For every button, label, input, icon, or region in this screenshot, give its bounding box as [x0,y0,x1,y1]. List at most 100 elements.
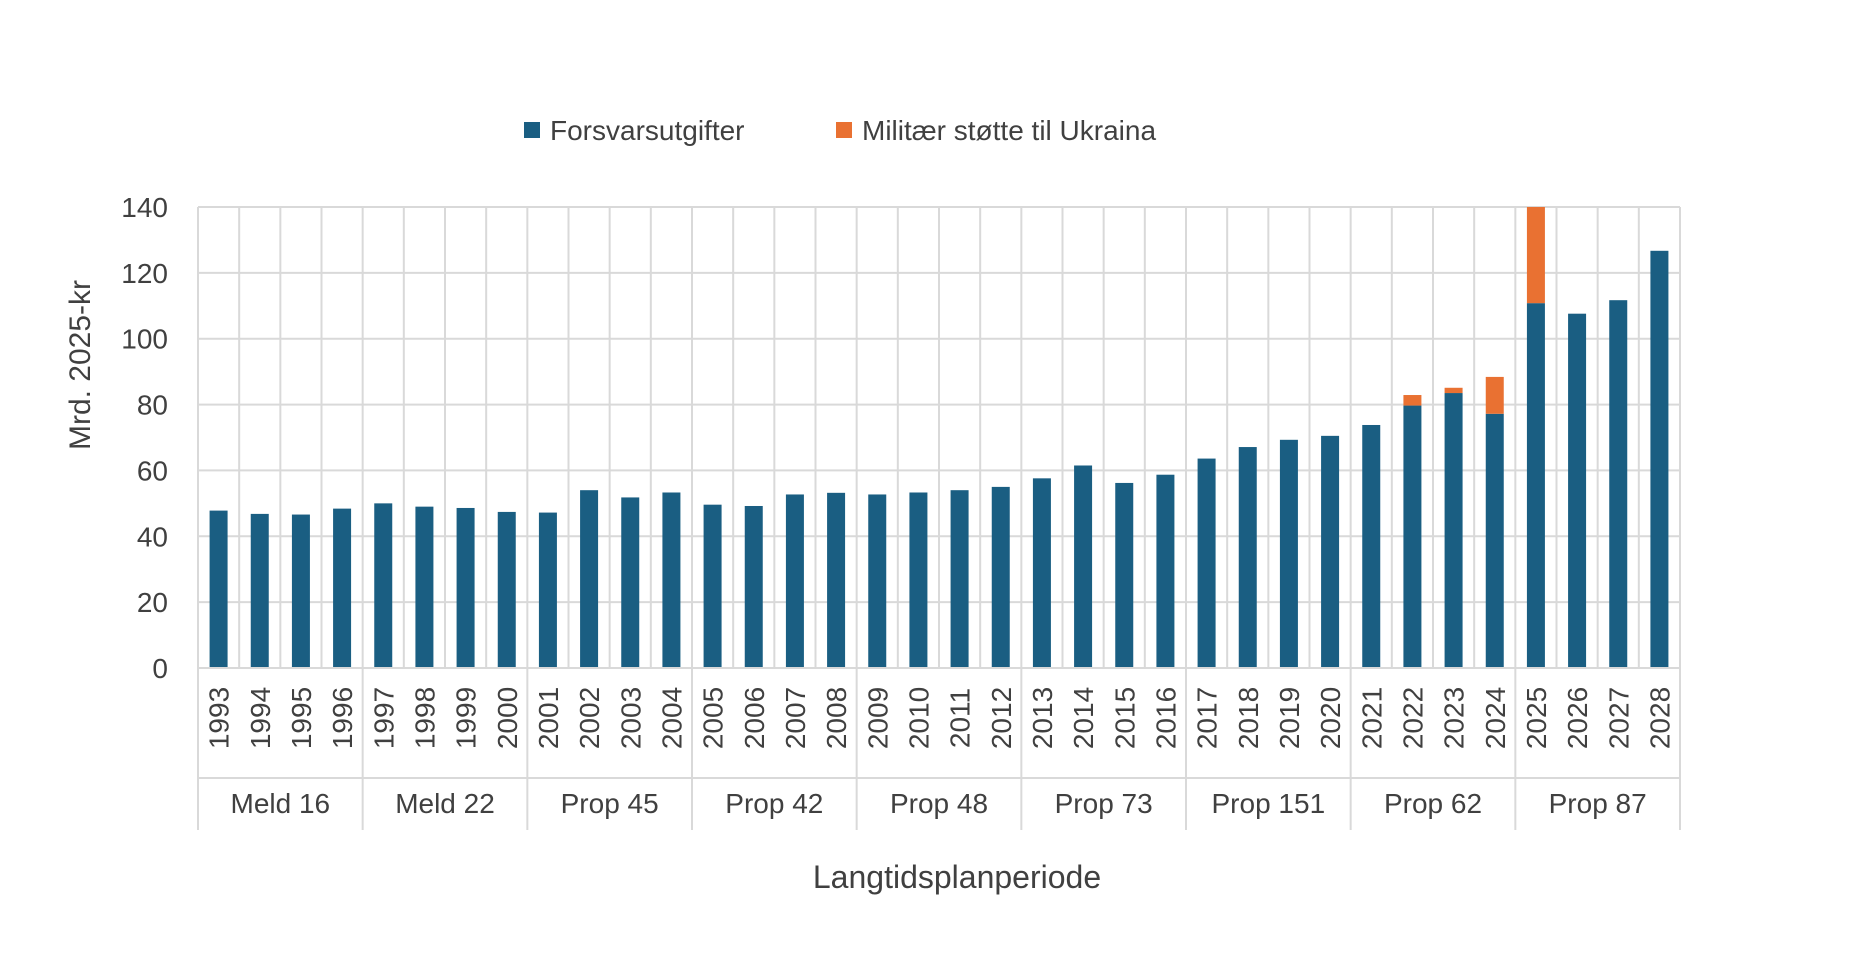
x-tick-label: 2026 [1562,687,1593,749]
bar-forsvarsutgifter [1115,482,1134,668]
bar-forsvarsutgifter [785,494,804,668]
x-tick-label: 2028 [1644,687,1675,749]
x-tick-label: 2004 [656,687,687,749]
y-tick-label: 100 [121,324,168,355]
bar-forsvarsutgifter [909,492,928,668]
group-label: Prop 48 [890,788,988,819]
x-tick-label: 2021 [1356,687,1387,749]
bar-forsvarsutgifter [1197,458,1216,668]
x-tick-label: 2014 [1068,687,1099,749]
legend: Forsvarsutgifter Militær støtte til Ukra… [524,115,1156,146]
bar-forsvarsutgifter [703,504,722,668]
x-tick-label: 1995 [286,687,317,749]
x-tick-label: 1998 [409,687,440,749]
bar-forsvarsutgifter [209,510,228,668]
x-tick-label: 1994 [245,687,276,749]
bar-forsvarsutgifter [1362,424,1381,668]
x-tick-label: 2010 [903,687,934,749]
bar-forsvarsutgifter [1526,303,1545,668]
x-tick-label: 2001 [533,687,564,749]
x-tick-label: 2006 [739,687,770,749]
bar-forsvarsutgifter [1609,300,1628,668]
y-tick-label: 120 [121,258,168,289]
legend-label-ukraina: Militær støtte til Ukraina [862,115,1156,146]
x-tick-label: 2002 [574,687,605,749]
bar-forsvarsutgifter [497,511,516,668]
group-label: Meld 22 [395,788,495,819]
bar-forsvarsutgifter [991,486,1010,668]
x-tick-label: 2019 [1274,687,1305,749]
y-tick-label: 60 [137,455,168,486]
x-tick-label: 1997 [368,687,399,749]
x-tick-label: 2027 [1603,687,1634,749]
bar-forsvarsutgifter [1444,393,1463,668]
bar-forsvarsutgifter [1074,465,1093,668]
group-label: Meld 16 [231,788,331,819]
y-tick-label: 20 [137,587,168,618]
bar-forsvarsutgifter [580,490,599,668]
x-tick-label: 2024 [1480,687,1511,749]
x-tick-label: 1999 [451,687,482,749]
bar-forsvarsutgifter [868,494,887,668]
bar-ukraina [1444,387,1463,394]
x-tick-label: 2011 [945,688,976,748]
x-tick-label: 2007 [780,687,811,749]
grid [197,206,1681,668]
x-tick-label: 2012 [986,687,1017,749]
bar-forsvarsutgifter [456,507,475,668]
x-tick-label: 1993 [204,687,235,749]
bar-ukraina [1526,207,1545,304]
legend-swatch-forsvarsutgifter [524,122,540,138]
bar-forsvarsutgifter [1403,405,1422,668]
bar-forsvarsutgifter [415,506,434,668]
bar-forsvarsutgifter [662,492,681,668]
x-tick-label: 2009 [862,687,893,749]
bar-forsvarsutgifter [744,505,763,668]
legend-label-forsvarsutgifter: Forsvarsutgifter [550,115,745,146]
bar-forsvarsutgifter [333,508,352,668]
bar-forsvarsutgifter [1156,474,1175,668]
bar-forsvarsutgifter [1321,435,1340,668]
x-tick-label: 2016 [1150,687,1181,749]
x-tick-label: 1996 [327,687,358,749]
bar-ukraina [1403,395,1422,406]
x-tick-label: 2025 [1521,687,1552,749]
bar-forsvarsutgifter [1568,313,1587,668]
bar-forsvarsutgifter [291,514,310,668]
x-tick-label: 2022 [1397,687,1428,749]
x-tick-label: 2018 [1233,687,1264,749]
axes: 0 20 40 60 80 100 120 140 1993 1994 1995 1996 1997 19… [121,192,1681,830]
group-label: Prop 87 [1549,788,1647,819]
x-axis-title: Langtidsplanperiode [813,859,1101,895]
x-tick-label: 2003 [615,687,646,749]
bar-forsvarsutgifter [538,512,557,668]
x-tick-label: 2013 [1027,687,1058,749]
bar-forsvarsutgifter [250,513,269,668]
bar-forsvarsutgifter [950,490,969,668]
x-tick-label: 2023 [1439,687,1470,749]
bar-forsvarsutgifter [1279,439,1298,668]
bar-ukraina [1485,376,1504,414]
bar-forsvarsutgifter [1238,447,1257,668]
bar-forsvarsutgifter [374,503,393,668]
bar-forsvarsutgifter [1650,250,1669,669]
group-label: Prop 62 [1384,788,1482,819]
y-tick-label: 80 [137,390,168,421]
bars [209,207,1669,669]
bar-forsvarsutgifter [1032,478,1051,668]
x-tick-label: 2000 [492,687,523,749]
x-tick-label: 2008 [821,687,852,749]
group-label: Prop 151 [1212,788,1326,819]
y-tick-label: 140 [121,192,168,223]
y-tick-label: 40 [137,521,168,552]
group-label: Prop 45 [561,788,659,819]
x-tick-label: 2005 [698,687,729,749]
group-label: Prop 42 [725,788,823,819]
group-label: Prop 73 [1055,788,1153,819]
bar-forsvarsutgifter [621,497,640,668]
y-tick-label: 0 [152,653,168,684]
x-tick-label: 2020 [1315,687,1346,749]
x-tick-label: 2015 [1109,687,1140,749]
